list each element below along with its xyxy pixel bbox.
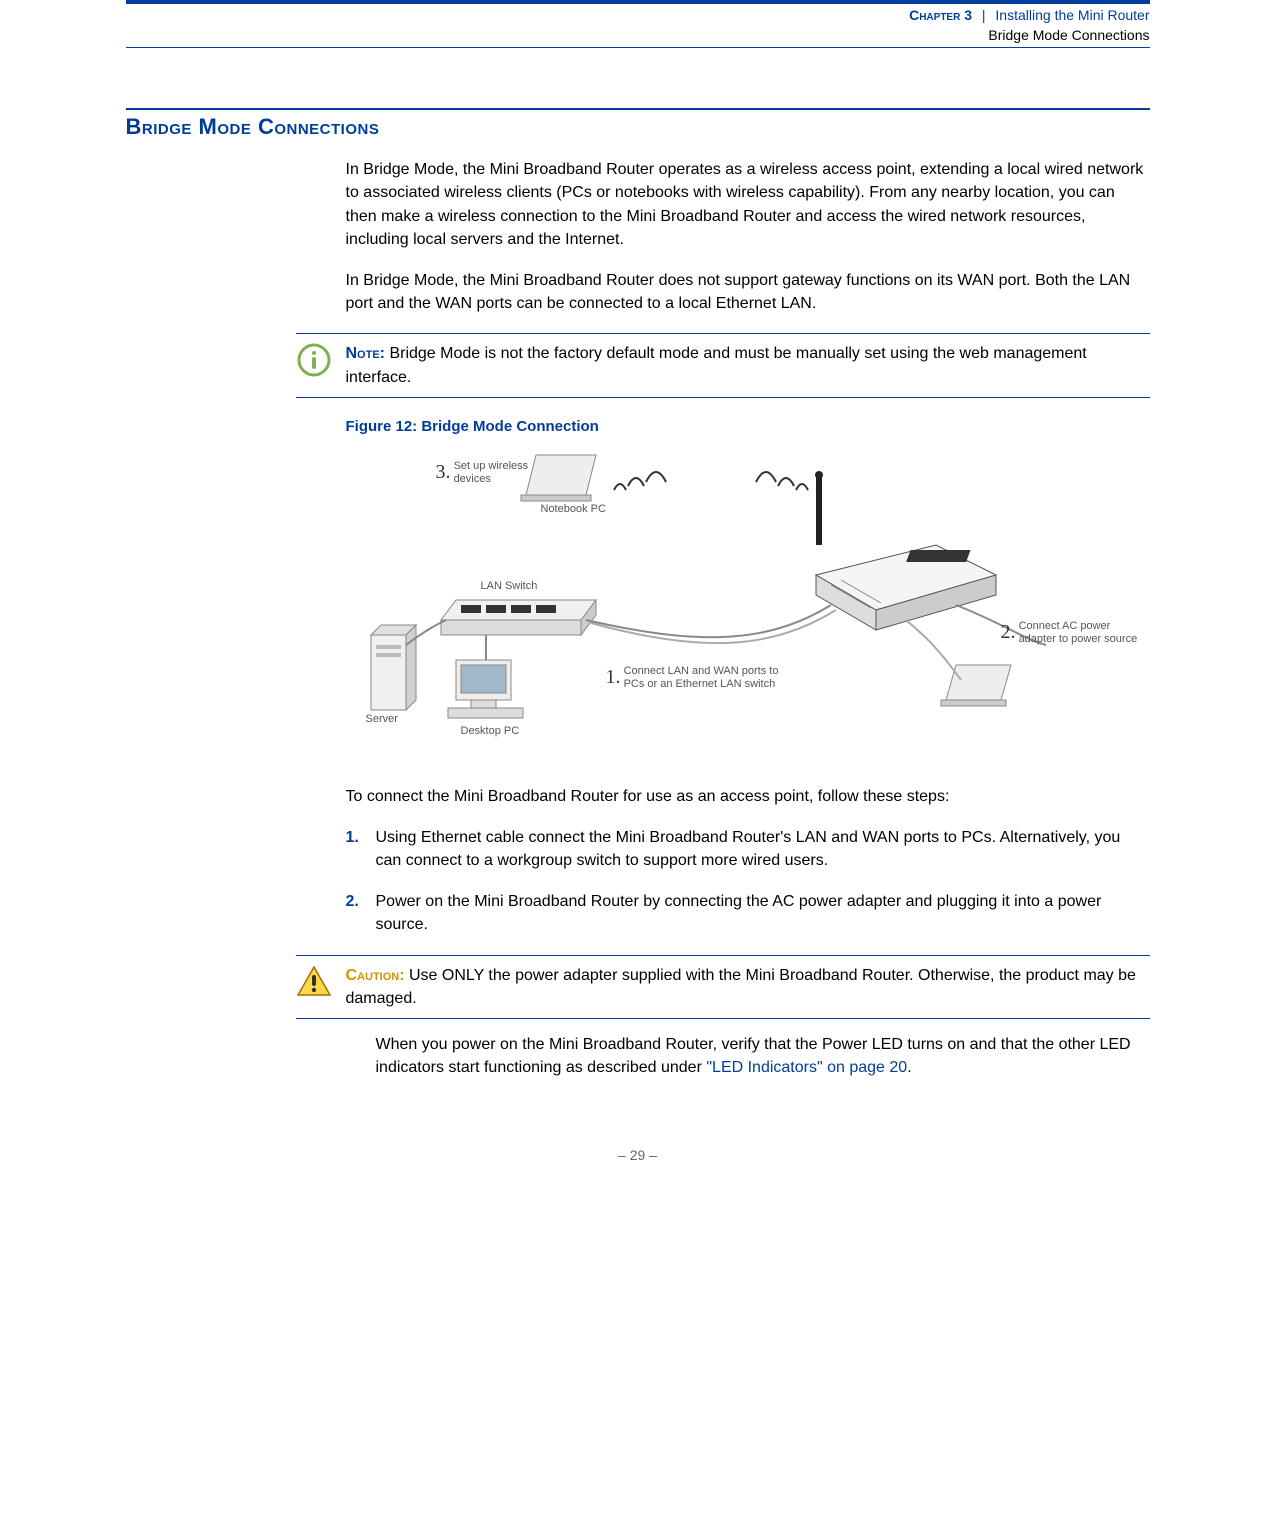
diagram-step2-text: Connect AC power adapter to power source (1019, 620, 1139, 646)
post-caution-after: . (907, 1059, 911, 1076)
diagram-notebook-label: Notebook PC (541, 503, 606, 516)
diagram-step2-num: 2. (1001, 621, 1016, 643)
note-text: Bridge Mode is not the factory default m… (346, 345, 1087, 385)
note-label: Note: (346, 345, 386, 362)
note-bottom-rule (296, 397, 1150, 398)
caution-text: Use ONLY the power adapter supplied with… (346, 967, 1136, 1007)
intro-paragraph-1: In Bridge Mode, the Mini Broadband Route… (346, 158, 1150, 251)
intro-paragraph-2: In Bridge Mode, the Mini Broadband Route… (346, 269, 1150, 315)
diagram-step1-text: Connect LAN and WAN ports to PCs or an E… (624, 665, 794, 691)
step-2: Power on the Mini Broadband Router by co… (346, 890, 1150, 936)
bridge-mode-diagram: 3. Set up wireless devices Notebook PC L… (346, 445, 1150, 755)
steps-list: Using Ethernet cable connect the Mini Br… (346, 826, 1150, 937)
section-heading: Bridge Mode Connections (126, 114, 1150, 140)
section-subtitle: Bridge Mode Connections (988, 27, 1149, 43)
caution-top-rule (296, 955, 1150, 956)
caution-bottom-rule (296, 1018, 1150, 1019)
note-callout: Note: Bridge Mode is not the factory def… (296, 333, 1150, 397)
header-separator: | (976, 7, 992, 23)
post-caution-paragraph: When you power on the Mini Broadband Rou… (376, 1033, 1150, 1079)
diagram-step1-num: 1. (606, 666, 621, 688)
led-indicators-link[interactable]: "LED Indicators" on page 20 (706, 1059, 907, 1076)
info-icon (296, 342, 332, 378)
diagram-lanswitch-label: LAN Switch (481, 580, 538, 593)
caution-label: Caution: (346, 967, 405, 984)
chapter-label: Chapter 3 (909, 7, 972, 23)
diagram-server-label: Server (366, 713, 398, 726)
figure-caption: Figure 12: Bridge Mode Connection (346, 418, 1150, 435)
caution-icon (296, 964, 332, 1000)
steps-intro: To connect the Mini Broadband Router for… (346, 785, 1150, 808)
diagram-step3-num: 3. (436, 461, 451, 483)
caution-callout: Caution: Use ONLY the power adapter supp… (296, 955, 1150, 1019)
page-number: – 29 – (618, 1147, 657, 1163)
diagram-step3-text: Set up wireless devices (454, 460, 534, 486)
section-top-rule (126, 108, 1150, 110)
diagram-desktop-label: Desktop PC (461, 725, 520, 738)
step-1: Using Ethernet cable connect the Mini Br… (346, 826, 1150, 872)
note-top-rule (296, 333, 1150, 334)
chapter-title: Installing the Mini Router (995, 7, 1149, 23)
page-footer: – 29 – (126, 1097, 1150, 1163)
page-header: Chapter 3 | Installing the Mini Router B… (126, 4, 1150, 47)
